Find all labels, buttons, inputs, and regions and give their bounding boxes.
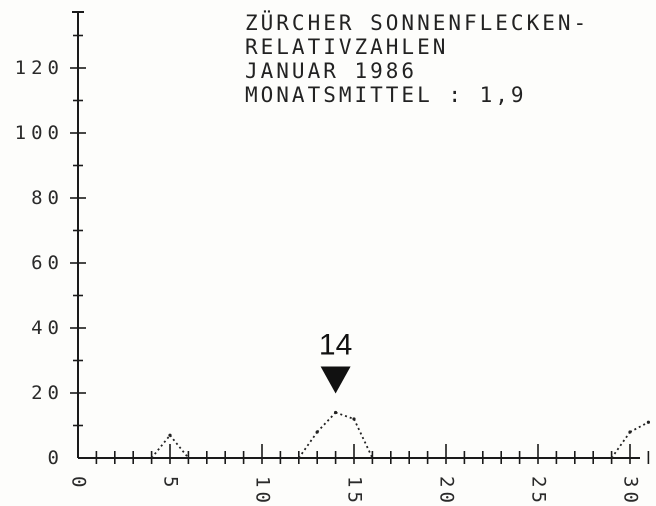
y-tick-label: 100 bbox=[15, 122, 64, 144]
series-segment bbox=[629, 421, 649, 433]
data-point bbox=[168, 433, 172, 437]
title-line-1: ZÜRCHER SONNENFLECKEN- bbox=[245, 10, 589, 35]
x-tick-labels: 0 5 10 15 20 25 30 bbox=[68, 476, 642, 506]
series-segment bbox=[353, 418, 374, 459]
series-segment bbox=[316, 411, 337, 433]
x-tick-label: 20 bbox=[436, 476, 458, 506]
y-tick-label: 40 bbox=[31, 317, 64, 339]
data-point bbox=[315, 430, 319, 434]
series-segment bbox=[298, 431, 318, 459]
y-tick-label: 80 bbox=[31, 187, 64, 209]
title-line-4: MONATSMITTEL : 1,9 bbox=[245, 83, 527, 107]
series-segment bbox=[335, 411, 355, 420]
peak-arrow bbox=[320, 366, 351, 394]
data-point bbox=[646, 420, 651, 424]
y-tick-label: 60 bbox=[31, 252, 64, 274]
data-point bbox=[352, 417, 356, 421]
x-tick-label: 0 bbox=[68, 476, 90, 491]
y-tick-labels: 0 20 40 60 80 100 120 bbox=[15, 57, 64, 469]
y-ticks bbox=[70, 34, 86, 427]
title-line-2: RELATIVZAHLEN bbox=[245, 35, 448, 59]
data-point bbox=[334, 410, 338, 415]
x-tick-label: 10 bbox=[252, 476, 274, 506]
peak-label: 14 bbox=[319, 329, 352, 362]
series-segment bbox=[610, 431, 631, 459]
title-line-3: JANUAR 1986 bbox=[245, 59, 417, 83]
x-tick-label: 25 bbox=[528, 476, 550, 506]
y-tick-label: 20 bbox=[31, 382, 64, 404]
chart-title: ZÜRCHER SONNENFLECKEN- RELATIVZAHLEN JAN… bbox=[245, 10, 589, 107]
data-point bbox=[628, 430, 632, 434]
x-ticks bbox=[95, 444, 650, 464]
x-tick-label: 15 bbox=[344, 476, 366, 506]
x-tick-label: 5 bbox=[160, 476, 182, 491]
series-segment bbox=[150, 434, 171, 459]
y-tick-label: 120 bbox=[15, 57, 64, 79]
peak-annotation: 14 bbox=[319, 329, 352, 394]
x-tick-label: 30 bbox=[620, 476, 642, 506]
series-marks bbox=[150, 410, 651, 459]
y-tick-label: 0 bbox=[48, 447, 64, 469]
series-segment bbox=[169, 434, 190, 459]
